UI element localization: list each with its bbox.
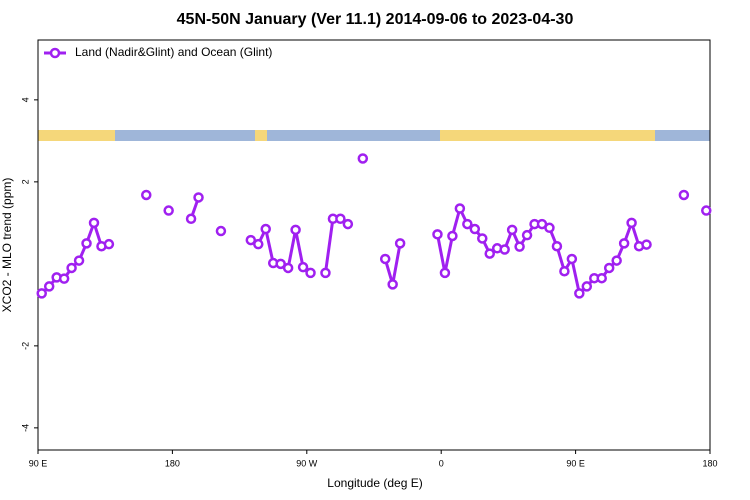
- data-point: [357, 153, 369, 164]
- data-point: [58, 273, 70, 284]
- data-point: [581, 281, 593, 292]
- data-point: [596, 272, 607, 284]
- data-point: [103, 238, 115, 250]
- data-point: [43, 281, 55, 292]
- x-axis-label: Longitude (deg E): [327, 476, 422, 490]
- data-point: [521, 229, 533, 241]
- land-band: [38, 130, 115, 141]
- legend-label: Land (Nadir&Glint) and Ocean (Glint): [75, 45, 272, 59]
- land-ocean-strip: [38, 130, 710, 141]
- y-tick-label: 2: [20, 179, 30, 184]
- data-point: [185, 213, 197, 225]
- data-point: [603, 262, 615, 274]
- data-point: [290, 224, 301, 236]
- data-point: [163, 205, 174, 216]
- data-point: [618, 238, 630, 249]
- plot-frame: [37, 39, 711, 451]
- data-point: [626, 217, 637, 229]
- data-point: [253, 238, 264, 250]
- data-point: [439, 267, 451, 279]
- y-axis-label: XCO2 - MLO trend (ppm): [0, 178, 14, 313]
- data-point: [566, 253, 578, 265]
- data-point: [245, 234, 257, 246]
- data-point: [499, 244, 510, 255]
- data-point: [88, 217, 100, 229]
- data-point: [559, 265, 570, 277]
- data-point: [342, 218, 354, 230]
- data-point: [574, 288, 585, 299]
- data-point: [611, 255, 622, 266]
- x-tick-label: 90 E: [29, 458, 48, 468]
- data-point: [477, 233, 488, 244]
- data-point: [551, 240, 563, 252]
- data-point: [73, 255, 85, 266]
- data-point: [484, 248, 495, 259]
- data-point: [215, 225, 227, 237]
- data-point: [514, 241, 525, 252]
- ocean-band: [38, 130, 710, 141]
- data-point: [447, 230, 458, 242]
- data-point: [335, 213, 346, 225]
- x-tick-label: 0: [439, 458, 444, 468]
- y-tick-label: 4: [20, 97, 30, 102]
- data-point: [394, 238, 406, 249]
- legend-marker: [49, 47, 61, 59]
- data-point: [260, 223, 271, 235]
- y-tick-label: -4: [20, 424, 30, 432]
- x-tick-label: 180: [165, 458, 180, 468]
- data-point: [320, 267, 331, 279]
- data-point: [282, 262, 294, 274]
- data-point: [379, 253, 391, 265]
- data-point: [297, 261, 309, 273]
- data-point: [66, 262, 77, 274]
- data-point: [701, 205, 712, 216]
- data-point: [544, 222, 555, 234]
- data-point: [641, 239, 652, 250]
- x-tick-label: 90 W: [296, 458, 318, 468]
- data-point: [678, 189, 690, 201]
- chart-title: 45N-50N January (Ver 11.1) 2014-09-06 to…: [177, 11, 574, 28]
- land-band: [440, 130, 655, 141]
- data-point: [141, 189, 152, 201]
- data-point: [81, 238, 92, 249]
- data-point: [387, 279, 398, 290]
- y-tick-label: -2: [20, 342, 30, 350]
- data-point: [454, 203, 466, 214]
- data-point: [275, 258, 286, 270]
- data-point: [432, 229, 443, 240]
- land-band: [255, 130, 267, 141]
- data-point: [506, 224, 518, 236]
- x-tick-label: 90 E: [566, 458, 585, 468]
- data-point: [469, 223, 481, 235]
- data-point: [193, 192, 204, 203]
- data-point: [36, 288, 47, 299]
- data-point: [462, 218, 473, 230]
- data-point: [305, 267, 316, 279]
- x-tick-label: 180: [702, 458, 717, 468]
